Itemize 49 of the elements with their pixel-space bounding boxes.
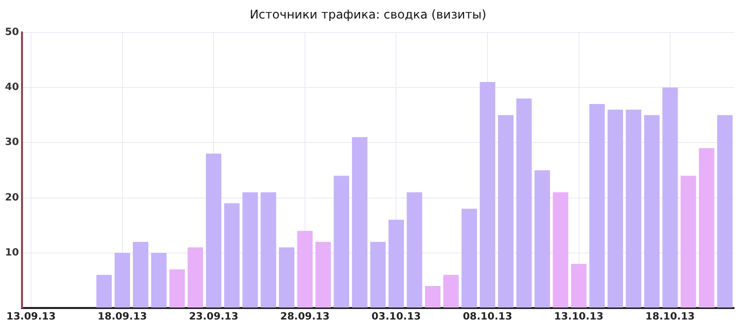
bar [242, 192, 258, 308]
bar [406, 192, 422, 308]
x-tick-label: 08.10.13 [462, 312, 512, 323]
bar [717, 115, 733, 308]
bar [698, 148, 714, 308]
bar [425, 286, 440, 308]
bar [370, 242, 386, 308]
bar [352, 137, 368, 308]
bar [662, 88, 678, 308]
x-tick-label: 28.09.13 [280, 312, 330, 323]
bar [132, 242, 148, 308]
bar [644, 115, 660, 308]
bar [206, 154, 222, 308]
y-tick-label: 20 [4, 192, 19, 204]
x-tick-label: 03.10.13 [372, 312, 421, 323]
bar [571, 264, 587, 308]
y-tick-label: 10 [4, 247, 19, 258]
bar [114, 252, 130, 308]
bar [96, 274, 112, 308]
bar [297, 230, 313, 308]
bar [388, 220, 404, 308]
bar [462, 208, 477, 308]
bar [315, 242, 331, 308]
bar [589, 104, 605, 308]
x-tick-label: 18.09.13 [98, 312, 148, 323]
x-tick-label: 13.10.13 [554, 312, 604, 323]
bar [480, 82, 496, 308]
bar [516, 98, 532, 308]
bar [626, 110, 642, 308]
chart-title: Источники трафика: сводка (визиты) [250, 7, 486, 22]
bar [260, 192, 276, 308]
y-tick-label: 40 [4, 82, 19, 94]
x-tick-label: 13.09.13 [6, 312, 56, 323]
bar [278, 247, 294, 308]
bar [534, 170, 550, 308]
bar [224, 203, 240, 308]
y-tick-label: 50 [4, 26, 19, 38]
bar [498, 115, 514, 308]
bar [334, 176, 350, 308]
bar [680, 176, 696, 308]
bar [552, 192, 568, 308]
bar [188, 247, 204, 308]
bar [151, 252, 167, 308]
bar [169, 269, 185, 308]
y-tick-label: 30 [4, 137, 19, 148]
bar [443, 274, 459, 308]
x-tick-label: 18.10.13 [645, 312, 695, 323]
bar [608, 110, 624, 308]
x-tick-label: 23.09.13 [188, 312, 238, 323]
